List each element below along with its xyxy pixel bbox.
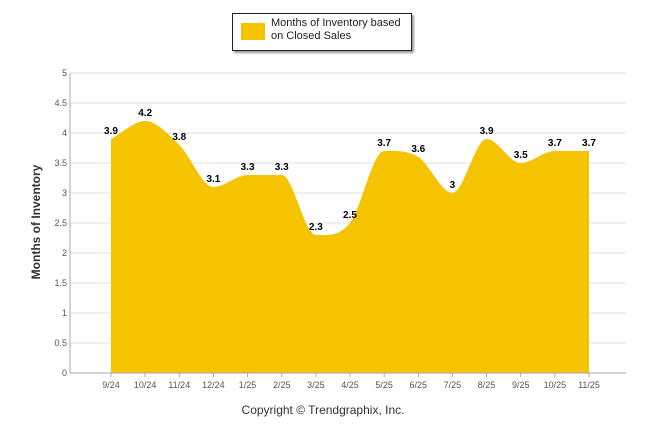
series-area: [111, 121, 589, 373]
legend: Months of Inventory based on Closed Sale…: [232, 13, 412, 51]
data-labels: 3.9 4.2 3.8 3.1 3.3 3.3 2.3 2.5 3.7 3.6 3 3.9 3.5 3.7…: [104, 108, 596, 233]
x-tick-label: 5/25: [375, 380, 393, 390]
legend-label: Months of Inventory based on Closed Sale…: [271, 17, 401, 42]
y-tick-label: 2.5: [54, 218, 67, 228]
data-label: 3.9: [480, 126, 494, 137]
axes: [69, 73, 626, 374]
data-label: 3.9: [104, 126, 118, 137]
y-tick-label: 4: [62, 128, 67, 138]
y-tick-label: 3.5: [54, 158, 67, 168]
y-tick-label: 4.5: [54, 98, 67, 108]
x-tick-label: 3/25: [307, 380, 325, 390]
legend-swatch: [241, 23, 265, 40]
x-tick-label: 11/25: [578, 380, 600, 390]
data-label: 3.7: [548, 138, 562, 149]
y-tick-label: 3: [62, 188, 67, 198]
x-tick-label: 1/25: [239, 380, 257, 390]
x-tick-label: 10/24: [134, 380, 157, 390]
data-label: 3.7: [582, 138, 596, 149]
data-label: 3.7: [377, 138, 391, 149]
data-label: 3.8: [172, 132, 186, 143]
x-tick-label: 2/25: [273, 380, 291, 390]
x-tick-label: 12/24: [202, 380, 225, 390]
y-tick-label: 2: [62, 248, 67, 258]
x-tick-label: 4/25: [341, 380, 359, 390]
x-tick-label: 6/25: [410, 380, 428, 390]
x-tick-label: 10/25: [544, 380, 567, 390]
copyright-text: Copyright © Trendgraphix, Inc.: [241, 403, 405, 417]
y-tick-labels: 0 0.5 1 1.5 2 2.5 3 3.5 4 4.5 5: [54, 68, 67, 378]
y-tick-label: 1.5: [54, 278, 67, 288]
data-label: 4.2: [138, 108, 152, 119]
y-axis-label: Months of Inventory: [29, 164, 43, 280]
data-label: 3.5: [514, 150, 528, 161]
data-label: 3.3: [275, 162, 289, 173]
data-label: 3: [450, 180, 456, 191]
x-tick-label: 9/25: [512, 380, 530, 390]
data-label: 3.3: [241, 162, 255, 173]
data-label: 2.3: [309, 222, 323, 233]
x-tick-label: 8/25: [478, 380, 496, 390]
y-tick-label: 0.5: [54, 338, 67, 348]
x-tick-labels: 9/24 10/24 11/24 12/24 1/25 2/25 3/25 4/25 5/25 6…: [102, 373, 600, 390]
y-tick-label: 0: [62, 368, 67, 378]
data-label: 3.6: [411, 144, 425, 155]
x-tick-label: 9/24: [102, 380, 120, 390]
data-label: 3.1: [206, 174, 220, 185]
y-tick-label: 1: [62, 308, 67, 318]
x-tick-label: 11/24: [168, 380, 190, 390]
y-tick-label: 5: [62, 68, 67, 78]
x-tick-label: 7/25: [444, 380, 462, 390]
data-label: 2.5: [343, 210, 357, 221]
